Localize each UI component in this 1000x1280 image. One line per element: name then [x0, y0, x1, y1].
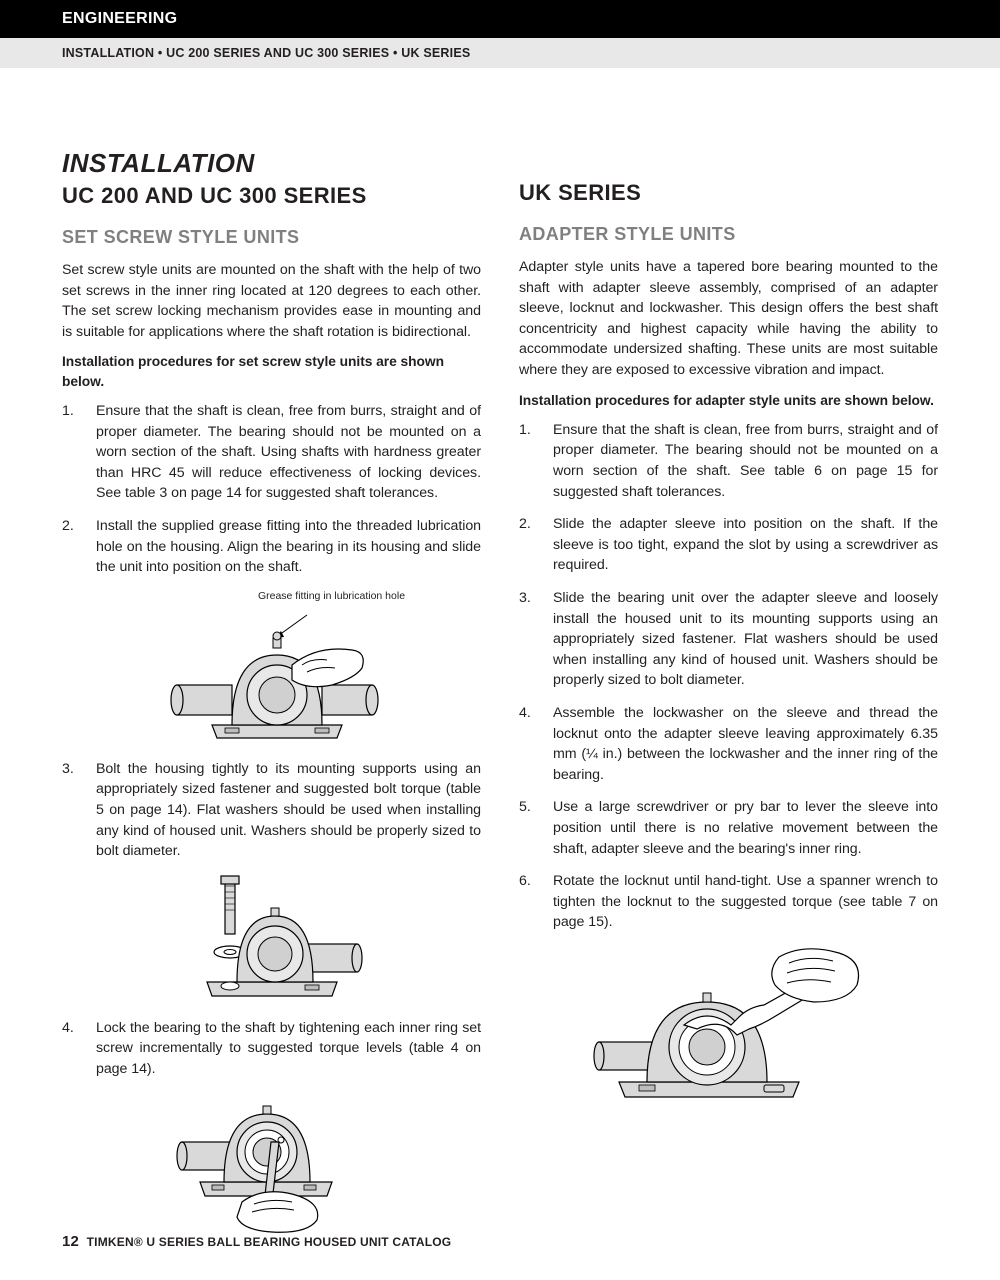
set-screw-step-2: Install the supplied grease fitting into…: [62, 516, 481, 578]
adapter-step-3: Slide the bearing unit over the adapter …: [519, 588, 938, 691]
uc-series-title: UC 200 AND UC 300 SERIES: [62, 183, 481, 209]
page-body: INSTALLATION UC 200 AND UC 300 SERIES SE…: [0, 68, 1000, 1251]
adapter-subhead: ADAPTER STYLE UNITS: [519, 224, 938, 245]
spanner-wrench-illustration: [589, 947, 869, 1117]
adapter-step-2: Slide the adapter sleeve into position o…: [519, 514, 938, 576]
set-screw-intro: Set screw style units are mounted on the…: [62, 260, 481, 342]
grease-fitting-illustration: [157, 610, 387, 745]
set-screw-steps-cont2: Lock the bearing to the shaft by tighten…: [62, 1018, 481, 1080]
fig1-caption: Grease fitting in lubrication hole: [62, 590, 481, 602]
adapter-step-5: Use a large screwdriver or pry bar to le…: [519, 797, 938, 859]
adapter-steps: Ensure that the shaft is clean, free fro…: [519, 420, 938, 933]
breadcrumb-text: INSTALLATION • UC 200 SERIES AND UC 300 …: [62, 46, 470, 60]
adapter-intro: Adapter style units have a tapered bore …: [519, 257, 938, 381]
left-column: INSTALLATION UC 200 AND UC 300 SERIES SE…: [62, 148, 481, 1251]
header-gray-bar: INSTALLATION • UC 200 SERIES AND UC 300 …: [0, 38, 1000, 68]
bolt-housing-illustration: [177, 874, 367, 1004]
set-screw-step-1: Ensure that the shaft is clean, free fro…: [62, 401, 481, 504]
figure-spanner-wrench: [519, 947, 938, 1117]
adapter-step-1: Ensure that the shaft is clean, free fro…: [519, 420, 938, 502]
figure-bolt-housing: [62, 874, 481, 1004]
figure-lock-bearing: [62, 1092, 481, 1237]
adapter-lead: Installation procedures for adapter styl…: [519, 391, 938, 410]
page-footer: 12 TIMKEN® U SERIES BALL BEARING HOUSED …: [62, 1233, 451, 1250]
header-label: ENGINEERING: [62, 10, 177, 27]
set-screw-steps-cont: Bolt the housing tightly to its mounting…: [62, 759, 481, 862]
page-number: 12: [62, 1233, 79, 1250]
set-screw-step-4: Lock the bearing to the shaft by tighten…: [62, 1018, 481, 1080]
set-screw-subhead: SET SCREW STYLE UNITS: [62, 227, 481, 248]
lock-bearing-illustration: [172, 1092, 372, 1237]
header-black-bar: ENGINEERING: [0, 0, 1000, 38]
footer-text: TIMKEN® U SERIES BALL BEARING HOUSED UNI…: [87, 1235, 452, 1249]
set-screw-steps: Ensure that the shaft is clean, free fro…: [62, 401, 481, 578]
figure-grease-fitting: [62, 610, 481, 745]
adapter-step-4: Assemble the lockwasher on the sleeve an…: [519, 703, 938, 785]
installation-kicker: INSTALLATION: [62, 148, 481, 179]
set-screw-step-3: Bolt the housing tightly to its mounting…: [62, 759, 481, 862]
set-screw-lead: Installation procedures for set screw st…: [62, 352, 481, 391]
adapter-step-6: Rotate the locknut until hand-tight. Use…: [519, 871, 938, 933]
uk-series-title: UK SERIES: [519, 180, 938, 206]
right-column: UK SERIES ADAPTER STYLE UNITS Adapter st…: [519, 148, 938, 1251]
